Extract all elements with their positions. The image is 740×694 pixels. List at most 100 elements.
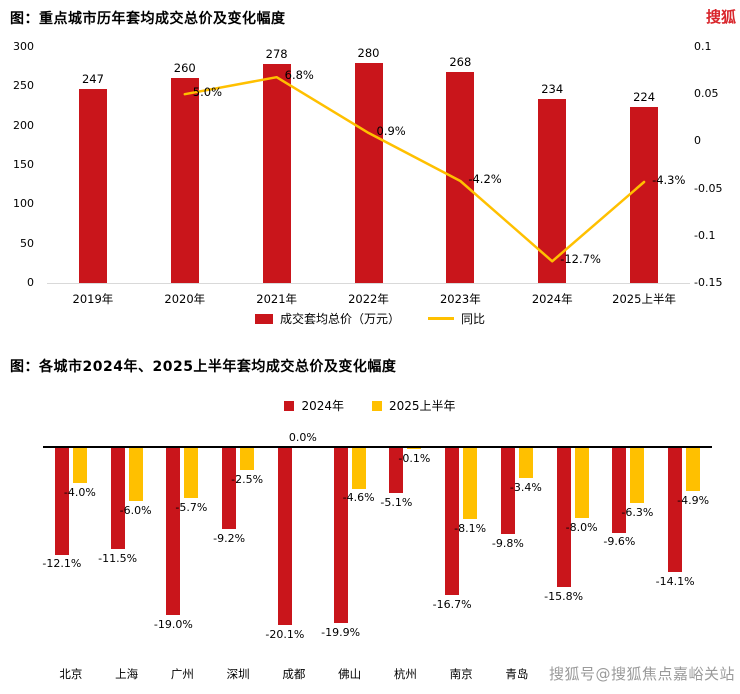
bar-2024 <box>556 448 571 587</box>
bar-2025h1-value-label: -5.7% <box>175 501 208 515</box>
city-label: 上海 <box>115 667 139 681</box>
bar-2024-value-label: -14.1% <box>655 575 695 589</box>
x-axis-label: 2024年 <box>531 292 573 306</box>
x-axis-label: 2023年 <box>439 292 481 306</box>
y-axis-left-tick-label: 50 <box>20 236 34 250</box>
legend-item-2024-label: 2024年 <box>301 399 344 413</box>
bar-2024 <box>166 448 181 616</box>
bar-2024 <box>110 448 125 550</box>
y-axis-right-tick-label: 0 <box>694 134 701 148</box>
bar-2024-value-label: -16.7% <box>432 597 472 611</box>
bar-2025h1 <box>463 448 478 520</box>
y-axis-left-tick-label: 100 <box>13 197 34 211</box>
y-axis-right-tick-label: 0.05 <box>694 87 719 101</box>
line-point-label: -4.3% <box>652 172 686 187</box>
legend-item-2025h1-label: 2025上半年 <box>389 399 456 413</box>
legend-item-yoy: 同比 <box>428 310 485 327</box>
bar-2025h1-value-label: -2.5% <box>231 473 264 486</box>
legend-swatch-2025h1 <box>372 400 382 411</box>
y-axis-left-tick-label: 300 <box>13 40 34 53</box>
price-bar <box>78 88 107 283</box>
bar-2025h1 <box>351 448 366 489</box>
bar-2024-value-label: -9.6% <box>603 535 636 549</box>
bar-2024-value-label: -9.2% <box>213 531 246 545</box>
y-axis-right-tick-label: -0.15 <box>694 276 723 289</box>
legend-item-price: 成交套均总价（万元） <box>254 310 400 327</box>
bar-2024 <box>54 448 69 555</box>
bar-value-label: 224 <box>633 89 656 104</box>
x-axis-baseline <box>43 446 712 448</box>
city-label: 杭州 <box>393 667 417 681</box>
bar-2024 <box>668 448 683 573</box>
y-axis-right-tick-label: -0.1 <box>694 228 716 242</box>
bar-2024 <box>445 448 460 595</box>
legend-item-price-label: 成交套均总价（万元） <box>279 312 400 326</box>
bar-2025h1-value-label: -3.4% <box>509 480 542 494</box>
bar-2025h1 <box>240 448 255 470</box>
bar-2025h1-value-label: -8.1% <box>454 522 487 536</box>
x-axis-label: 2020年 <box>164 292 206 306</box>
bar-2025h1-value-label: -6.3% <box>621 506 654 520</box>
bar-2025h1-value-label: -4.6% <box>342 491 375 505</box>
bar-value-label: 280 <box>357 45 380 60</box>
bar-value-label: 260 <box>173 61 196 76</box>
bar-2025h1-value-label: 0.0% <box>288 431 317 444</box>
bar-2025h1-value-label: -8.0% <box>565 521 598 535</box>
city-label: 佛山 <box>338 667 362 681</box>
bar-2024-value-label: -9.8% <box>491 537 524 551</box>
line-point-label: 6.8% <box>284 68 314 83</box>
bar-2025h1-value-label: -4.9% <box>677 494 710 508</box>
bar-2024 <box>612 448 627 533</box>
bar-2025h1-value-label: -0.1% <box>398 451 431 465</box>
bar-2025h1-value-label: -6.0% <box>119 503 152 517</box>
bar-2024-value-label: -11.5% <box>98 552 138 566</box>
price-bar <box>262 64 291 283</box>
watermark: 搜狐号@搜狐焦点嘉峪关站 <box>548 665 735 683</box>
legend-item-yoy-label: 同比 <box>461 312 486 326</box>
yoy-line-swatch <box>428 317 454 320</box>
line-point-label: -12.7% <box>560 252 601 267</box>
y-axis-left-tick-label: 150 <box>13 158 34 171</box>
bar-2024 <box>222 448 237 529</box>
bar-2025h1 <box>407 448 422 449</box>
bar-2024 <box>277 448 292 625</box>
bar-2024 <box>500 448 515 535</box>
y-axis-left-tick-label: 0 <box>27 276 34 289</box>
bar-2024-value-label: -19.9% <box>321 626 361 640</box>
legend-item-2024: 2024年 <box>284 397 344 414</box>
chart1-baseline <box>47 283 690 284</box>
bar-2024-value-label: -20.1% <box>265 627 305 641</box>
chart1-legend: 成交套均总价（万元） 同比 <box>0 310 740 327</box>
bar-2025h1 <box>72 448 87 484</box>
city-label: 青岛 <box>505 667 529 681</box>
bar-2024-value-label: -12.1% <box>42 557 82 571</box>
city-label: 成都 <box>282 667 306 681</box>
bar-value-label: 234 <box>541 81 564 96</box>
legend-swatch-2024 <box>284 400 295 411</box>
bar-2024-value-label: -19.0% <box>153 618 193 632</box>
sohu-logo: 搜狐 <box>705 8 736 26</box>
chart1-title: 图：重点城市历年套均成交总价及变化幅度 <box>10 11 286 27</box>
bar-2025h1 <box>518 448 533 478</box>
bar-2025h1 <box>184 448 199 499</box>
line-point-label: 0.9% <box>376 123 406 138</box>
price-bar <box>354 62 383 283</box>
x-axis-label: 2019年 <box>72 292 114 306</box>
x-axis-label: 2022年 <box>348 292 389 306</box>
y-axis-left-tick-label: 250 <box>13 79 34 93</box>
x-axis-label: 2025上半年 <box>612 292 676 306</box>
line-point-label: -4.2% <box>468 172 502 187</box>
city-label: 南京 <box>449 667 473 681</box>
y-axis-right-tick-label: -0.05 <box>694 181 723 195</box>
legend-item-2025h1: 2025上半年 <box>372 397 456 414</box>
bar-2025h1 <box>630 448 645 504</box>
city-label: 深圳 <box>226 667 250 681</box>
x-axis-label: 2021年 <box>256 292 298 306</box>
city-label: 北京 <box>59 667 83 681</box>
chart2-title: 图：各城市2024年、2025上半年套均成交总价及变化幅度 <box>10 359 397 375</box>
bar-2025h1-value-label: -4.0% <box>63 486 96 500</box>
bar-2024 <box>389 448 404 493</box>
chart2-legend: 2024年 2025上半年 <box>0 397 740 414</box>
bar-value-label: 268 <box>449 55 472 70</box>
